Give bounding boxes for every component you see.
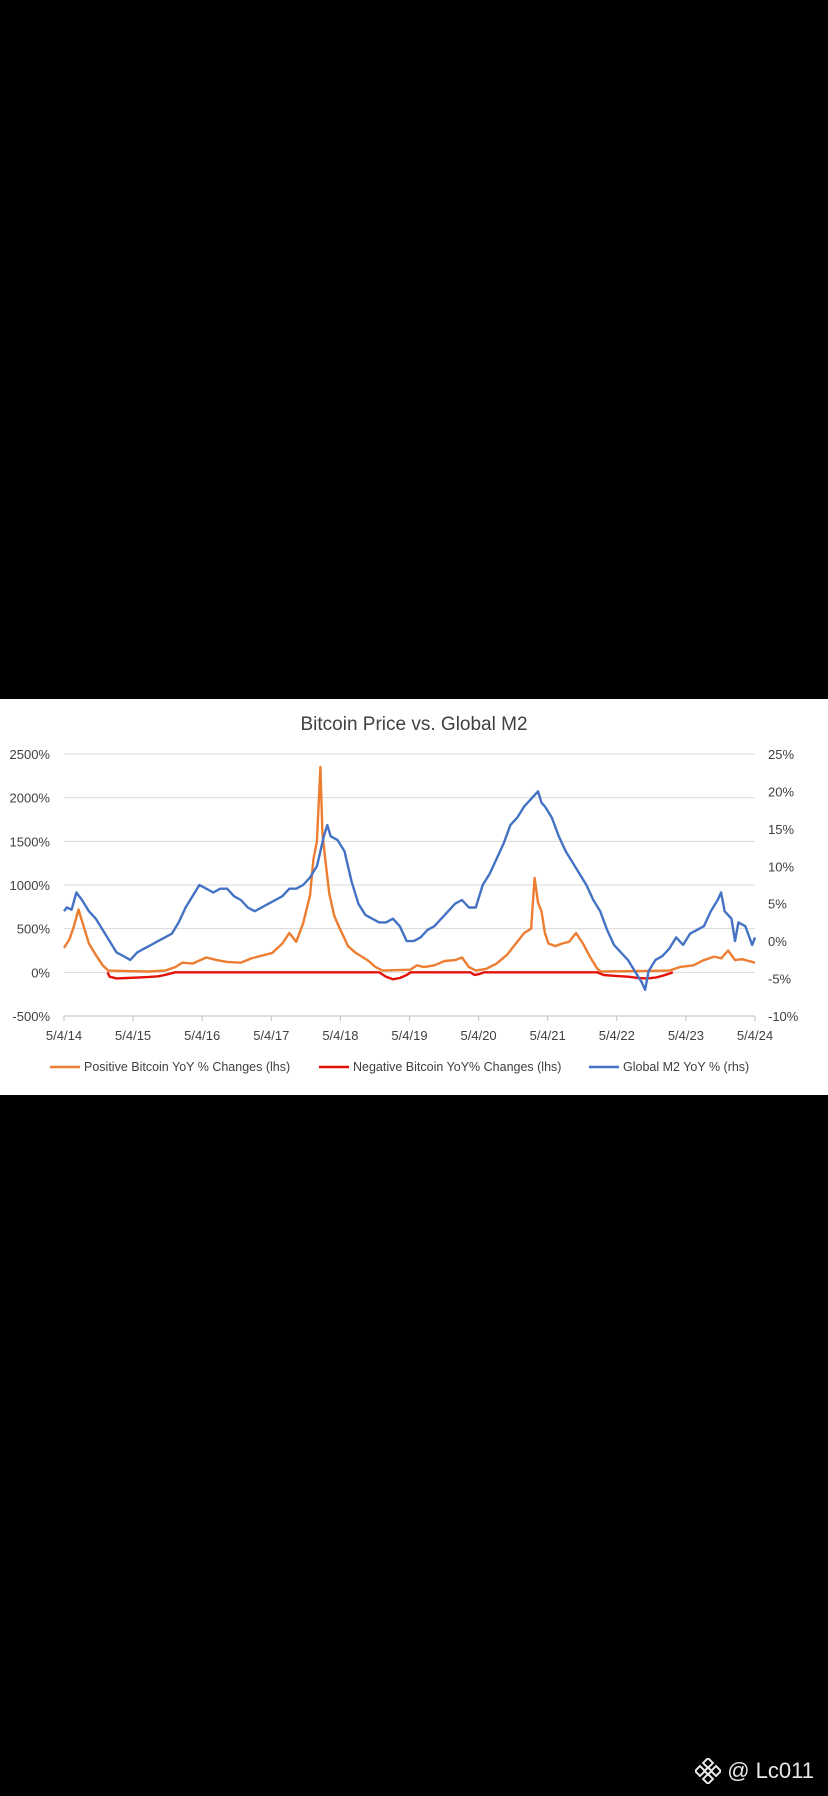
watermark: @ Lc011 xyxy=(695,1758,814,1784)
y-right-tick-label: 5% xyxy=(768,897,787,912)
y-right-tick-label: 25% xyxy=(768,747,794,762)
y-right-tick-label: 15% xyxy=(768,822,794,837)
y-left-tick-label: 0% xyxy=(31,965,50,980)
series-line-2 xyxy=(106,971,674,981)
y-right-tick-label: -5% xyxy=(768,972,792,987)
watermark-handle: @ Lc011 xyxy=(727,1758,814,1783)
legend: Positive Bitcoin YoY % Changes (lhs) Nega… xyxy=(50,1060,749,1074)
legend-label-3: Global M2 YoY % (rhs) xyxy=(623,1060,749,1074)
y-left-tick-label: 2000% xyxy=(10,791,51,806)
y-right-tick-label: 20% xyxy=(768,784,794,799)
x-tick-label: 5/4/24 xyxy=(737,1028,773,1043)
y-right-tick-label: -10% xyxy=(768,1009,799,1024)
x-tick-label: 5/4/23 xyxy=(668,1028,704,1043)
y-left-tick-label: 2500% xyxy=(10,747,51,762)
x-tick-label: 5/4/17 xyxy=(253,1028,289,1043)
x-tick-label: 5/4/21 xyxy=(530,1028,566,1043)
chart-svg: Bitcoin Price vs. Global M2 2500% 2000% 15… xyxy=(10,714,799,1074)
x-tick-label: 5/4/18 xyxy=(322,1028,358,1043)
grid-layer xyxy=(64,753,755,1017)
binance-logo-icon xyxy=(695,1758,722,1784)
y-left-tick-label: -500% xyxy=(12,1009,50,1024)
y-left-tick-label: 1500% xyxy=(10,834,51,849)
x-tick-label: 5/4/14 xyxy=(46,1028,82,1043)
y-right-tick-label: 10% xyxy=(768,859,794,874)
x-tick-label: 5/4/19 xyxy=(391,1028,427,1043)
y-right-tick-label: 0% xyxy=(768,934,787,949)
x-tick-label: 5/4/16 xyxy=(184,1028,220,1043)
legend-label-1: Positive Bitcoin YoY % Changes (lhs) xyxy=(84,1060,290,1074)
legend-label-2: Negative Bitcoin YoY% Changes (lhs) xyxy=(353,1060,561,1074)
chart-title: Bitcoin Price vs. Global M2 xyxy=(300,714,527,735)
y-left-tick-label: 1000% xyxy=(10,878,51,893)
y-left-tick-label: 500% xyxy=(17,922,51,937)
x-tick-label: 5/4/22 xyxy=(599,1028,635,1043)
series-line-3 xyxy=(63,790,757,991)
x-tick-label: 5/4/20 xyxy=(461,1028,497,1043)
x-tick-label: 5/4/15 xyxy=(115,1028,151,1043)
series-line-1 xyxy=(62,765,756,973)
axis-layer: 2500% 2000% 1500% 1000% 500% 0% -500% 25% 20% 15%… xyxy=(10,747,799,1043)
chart-panel: Bitcoin Price vs. Global M2 2500% 2000% 15… xyxy=(0,699,828,1095)
series-layer xyxy=(62,765,757,991)
